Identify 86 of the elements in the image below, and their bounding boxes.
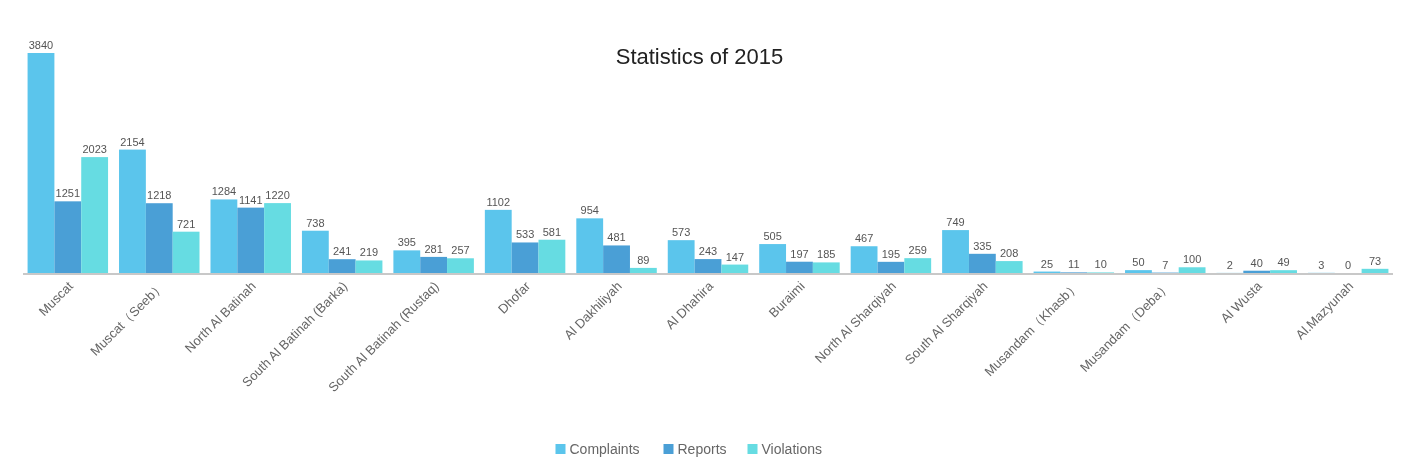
bar <box>629 267 657 273</box>
data-label: 89 <box>637 253 650 266</box>
data-label: 147 <box>725 250 745 263</box>
data-label: 243 <box>698 245 718 258</box>
data-label: 10 <box>1094 258 1107 271</box>
bar <box>393 250 421 273</box>
bar <box>1270 270 1297 273</box>
bar <box>484 209 512 273</box>
data-label: 7 <box>1162 258 1169 271</box>
bar <box>27 53 55 273</box>
bar <box>420 256 448 273</box>
data-label: 2023 <box>82 143 107 156</box>
data-label: 533 <box>515 228 535 241</box>
data-label: 1141 <box>238 193 263 206</box>
bar <box>850 246 878 273</box>
bar <box>1178 267 1206 273</box>
data-label: 100 <box>1182 253 1202 266</box>
data-label: 395 <box>397 236 416 249</box>
bar <box>301 230 329 273</box>
data-label: 11 <box>1068 258 1080 271</box>
bar <box>786 261 813 273</box>
data-label: 1220 <box>265 189 290 202</box>
data-label: 0 <box>1345 259 1352 271</box>
data-label: 721 <box>176 217 196 230</box>
bar <box>145 203 173 273</box>
data-label: 581 <box>542 225 562 238</box>
data-label: 1284 <box>211 185 237 198</box>
data-label: 3840 <box>28 39 54 51</box>
data-label: 195 <box>881 247 901 260</box>
bar <box>1125 270 1152 273</box>
data-label: 40 <box>1250 256 1263 269</box>
bar <box>237 207 265 273</box>
data-label: 467 <box>854 232 874 245</box>
data-label: 1218 <box>147 189 172 202</box>
chart-title: Statistics of 2015 <box>615 44 784 69</box>
legend-label: Complaints <box>569 441 640 457</box>
data-label: 73 <box>1368 254 1382 267</box>
data-label: 241 <box>333 245 352 258</box>
data-label: 257 <box>451 244 470 257</box>
bar <box>603 245 630 273</box>
bar <box>968 253 996 273</box>
data-label: 1251 <box>55 187 81 200</box>
bar <box>877 261 905 273</box>
data-label: 2 <box>1226 258 1233 271</box>
bar <box>54 201 82 273</box>
data-label: 259 <box>908 244 927 257</box>
bar <box>576 218 604 273</box>
bar <box>119 149 146 273</box>
data-label: 197 <box>790 247 809 260</box>
bar <box>1361 268 1389 273</box>
data-label: 3 <box>1318 258 1325 271</box>
bar <box>210 199 238 273</box>
data-label: 49 <box>1277 256 1290 269</box>
bar <box>667 240 695 273</box>
data-label: 50 <box>1132 256 1145 269</box>
data-label: 738 <box>306 216 325 229</box>
data-label: 573 <box>671 226 691 239</box>
bar <box>538 239 566 273</box>
bar <box>81 157 109 273</box>
bar <box>328 259 356 273</box>
bar <box>447 258 474 273</box>
data-label: 185 <box>817 248 836 261</box>
bar <box>904 258 932 273</box>
bar <box>942 230 969 273</box>
legend-label: Violations <box>761 441 822 457</box>
bar <box>355 260 383 273</box>
bar <box>264 203 291 273</box>
bar <box>721 264 749 273</box>
bar <box>995 261 1023 273</box>
bar <box>812 262 840 273</box>
legend-label: Reports <box>677 441 727 457</box>
data-label: 281 <box>424 242 443 255</box>
data-label: 335 <box>973 239 992 252</box>
data-label: 481 <box>607 231 626 244</box>
bar <box>511 242 539 273</box>
bar <box>759 244 787 273</box>
data-label: 505 <box>763 230 782 243</box>
data-label: 208 <box>1000 247 1019 260</box>
data-label: 219 <box>359 246 379 259</box>
data-label: 1102 <box>486 195 511 208</box>
data-label: 25 <box>1040 257 1054 270</box>
bar <box>172 231 200 273</box>
data-label: 749 <box>946 216 965 229</box>
data-label: 2154 <box>120 135 145 148</box>
data-label: 954 <box>580 204 599 217</box>
bar <box>694 259 722 273</box>
